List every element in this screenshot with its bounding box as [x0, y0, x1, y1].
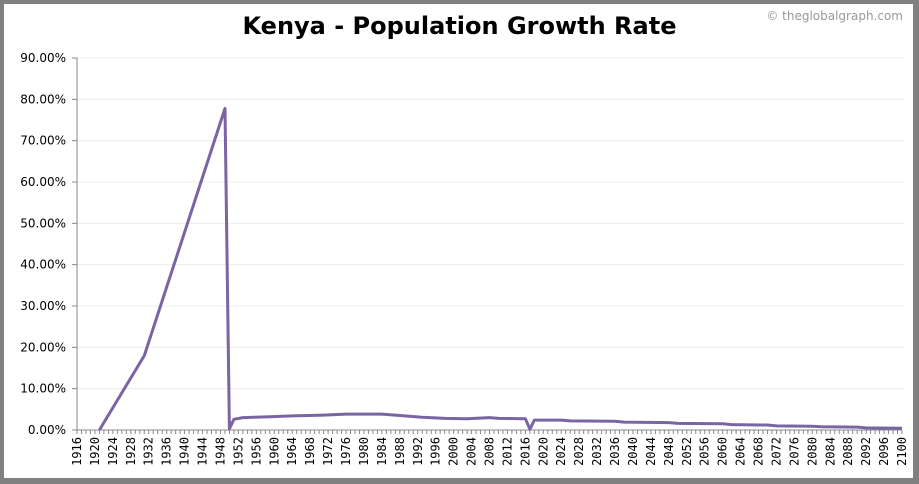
x-tick-label: 2064 — [734, 437, 748, 466]
credit-watermark: © theglobalgraph.com — [766, 9, 903, 23]
y-tick-label: 70.00% — [20, 134, 66, 148]
x-tick-label: 2040 — [626, 437, 640, 466]
x-tick-label: 1952 — [231, 437, 245, 466]
x-tick-label: 2088 — [841, 437, 855, 466]
x-tick-label: 2032 — [590, 437, 604, 466]
x-tick-label: 2012 — [500, 437, 514, 466]
x-tick-label: 2084 — [823, 437, 837, 466]
y-tick-label: 60.00% — [20, 175, 66, 189]
x-tick-label: 1920 — [88, 437, 102, 466]
x-tick-label: 2008 — [483, 437, 497, 466]
x-tick-label: 2068 — [752, 437, 766, 466]
x-tick-label: 1988 — [393, 437, 407, 466]
x-tick-label: 2036 — [608, 437, 622, 466]
x-tick-label: 2016 — [518, 437, 532, 466]
x-tick-label: 1956 — [249, 437, 263, 466]
x-tick-label: 2048 — [662, 437, 676, 466]
x-tick-label: 2072 — [769, 437, 783, 466]
x-tick-label: 1992 — [411, 437, 425, 466]
x-tick-label: 2080 — [805, 437, 819, 466]
y-tick-label: 80.00% — [20, 92, 66, 106]
x-tick-label: 1916 — [70, 437, 84, 466]
x-tick-label: 2096 — [877, 437, 891, 466]
x-tick-label: 1940 — [178, 437, 192, 466]
x-tick-label: 2044 — [644, 437, 658, 466]
x-tick-label: 1944 — [196, 437, 210, 466]
y-tick-label: 90.00% — [20, 51, 66, 65]
x-tick-label: 1932 — [142, 437, 156, 466]
y-tick-label: 50.00% — [20, 216, 66, 230]
x-tick-label: 2052 — [680, 437, 694, 466]
y-tick-label: 0.00% — [28, 423, 66, 437]
chart-title: Kenya - Population Growth Rate — [242, 12, 677, 40]
y-tick-label: 40.00% — [20, 258, 66, 272]
x-tick-label: 2024 — [554, 437, 568, 466]
x-tick-label: 2060 — [716, 437, 730, 466]
x-tick-label: 1928 — [124, 437, 138, 466]
x-tick-label: 2100 — [895, 437, 909, 466]
x-tick-label: 1964 — [285, 437, 299, 466]
x-tick-label: 1948 — [213, 437, 227, 466]
x-tick-label: 2020 — [536, 437, 550, 466]
y-tick-label: 10.00% — [20, 382, 66, 396]
x-tick-label: 2056 — [698, 437, 712, 466]
chart-frame — [4, 4, 913, 478]
x-tick-label: 2000 — [447, 437, 461, 466]
x-tick-label: 2028 — [572, 437, 586, 466]
x-tick-label: 1996 — [429, 437, 443, 466]
x-tick-label: 1960 — [267, 437, 281, 466]
x-tick-label: 2076 — [787, 437, 801, 466]
y-tick-label: 20.00% — [20, 340, 66, 354]
x-tick-label: 2004 — [465, 437, 479, 466]
data-line — [98, 106, 903, 431]
x-tick-label: 1936 — [160, 437, 174, 466]
x-tick-label: 1968 — [303, 437, 317, 466]
x-tick-label: 1980 — [357, 437, 371, 466]
x-tick-label: 1976 — [339, 437, 353, 466]
x-tick-label: 1972 — [321, 437, 335, 466]
x-tick-label: 1984 — [375, 437, 389, 466]
y-tick-label: 30.00% — [20, 299, 66, 313]
x-tick-label: 2092 — [859, 437, 873, 466]
x-tick-label: 1924 — [106, 437, 120, 466]
